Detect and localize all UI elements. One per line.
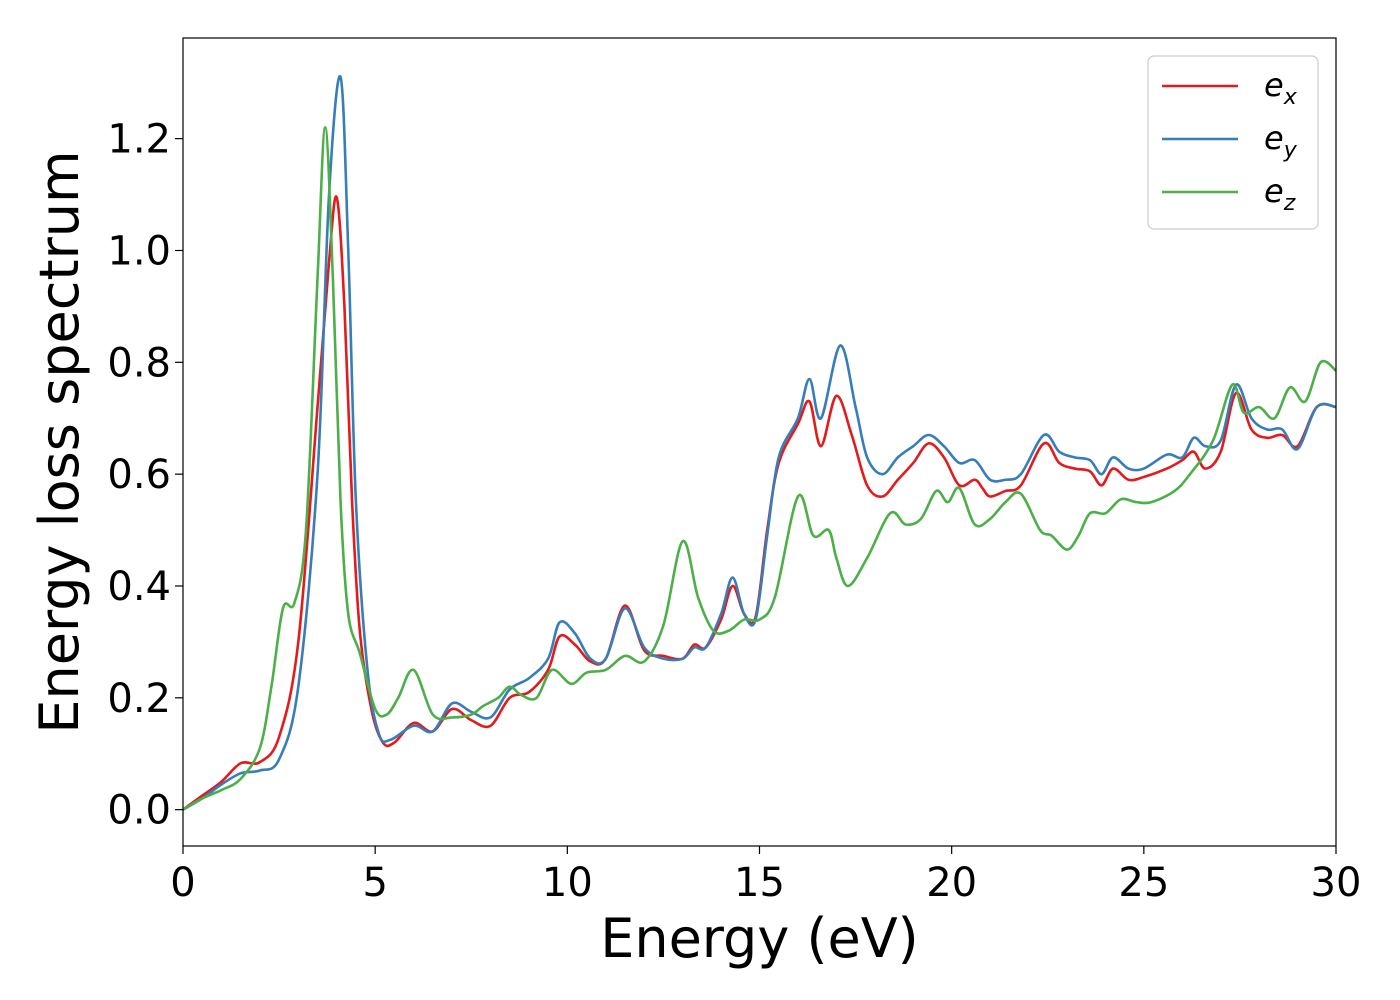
x-tick-label: 0 bbox=[170, 860, 195, 906]
legend-entry: ey bbox=[1264, 119, 1298, 163]
legend-entry: ex bbox=[1264, 66, 1298, 110]
x-tick-label: 30 bbox=[1311, 860, 1362, 906]
legend-entry: ez bbox=[1264, 172, 1296, 216]
y-tick-label: 0.2 bbox=[107, 676, 171, 722]
series-line-ex bbox=[183, 195, 1336, 811]
y-tick-label: 0.4 bbox=[107, 564, 171, 610]
y-axis: 0.0 0.2 0.4 0.6 0.8 1.0 1.2 bbox=[107, 117, 183, 834]
series-line-ey bbox=[183, 74, 1336, 811]
y-tick-label: 1.0 bbox=[107, 228, 171, 274]
x-tick-label: 25 bbox=[1118, 860, 1169, 906]
legend-box bbox=[1147, 55, 1319, 230]
series-layer bbox=[183, 74, 1336, 811]
y-tick-label: 0.8 bbox=[107, 340, 171, 386]
x-tick-label: 5 bbox=[362, 860, 387, 906]
y-axis-label: Energy loss spectrum bbox=[28, 150, 91, 733]
x-axis: 0 5 10 15 20 25 30 bbox=[170, 846, 1361, 906]
x-tick-label: 10 bbox=[542, 860, 593, 906]
y-tick-label: 0.6 bbox=[107, 452, 171, 498]
x-tick-label: 15 bbox=[734, 860, 785, 906]
legend: ex ey ez bbox=[1147, 55, 1319, 230]
x-axis-label: Energy (eV) bbox=[600, 907, 919, 970]
series-line-ez bbox=[183, 126, 1336, 811]
y-tick-label: 1.2 bbox=[107, 117, 171, 163]
y-tick-label: 0.0 bbox=[107, 788, 171, 834]
x-tick-label: 20 bbox=[926, 860, 977, 906]
